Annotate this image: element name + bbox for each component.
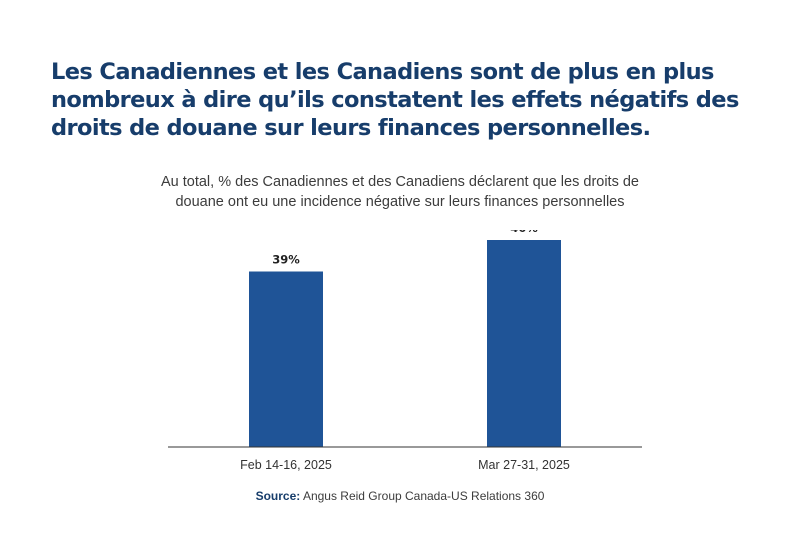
- bar-1: [249, 271, 323, 447]
- bar-2: [487, 240, 561, 447]
- x-tick-label-1: Feb 14-16, 2025: [240, 458, 332, 472]
- bar-chart: 39% Feb 14-16, 2025 46% Mar 27-31, 2025: [168, 230, 642, 472]
- data-label-2: 46%: [510, 230, 538, 235]
- subtitle-line-1: Au total, % des Canadiennes et des Canad…: [160, 174, 639, 190]
- source-label: Source:: [255, 489, 301, 503]
- source-text: Angus Reid Group Canada-US Relations 360: [302, 489, 545, 503]
- subtitle-line-2: douane ont eu une incidence négative sur…: [175, 194, 625, 210]
- chart-subtitle: Au total, % des Canadiennes et des Canad…: [0, 172, 800, 212]
- source-note: Source: Angus Reid Group Canada-US Relat…: [0, 489, 800, 503]
- chart-headline: Les Canadiennes et les Canadiens sont de…: [51, 59, 739, 141]
- x-tick-label-2: Mar 27-31, 2025: [478, 458, 570, 472]
- data-label-1: 39%: [272, 253, 300, 267]
